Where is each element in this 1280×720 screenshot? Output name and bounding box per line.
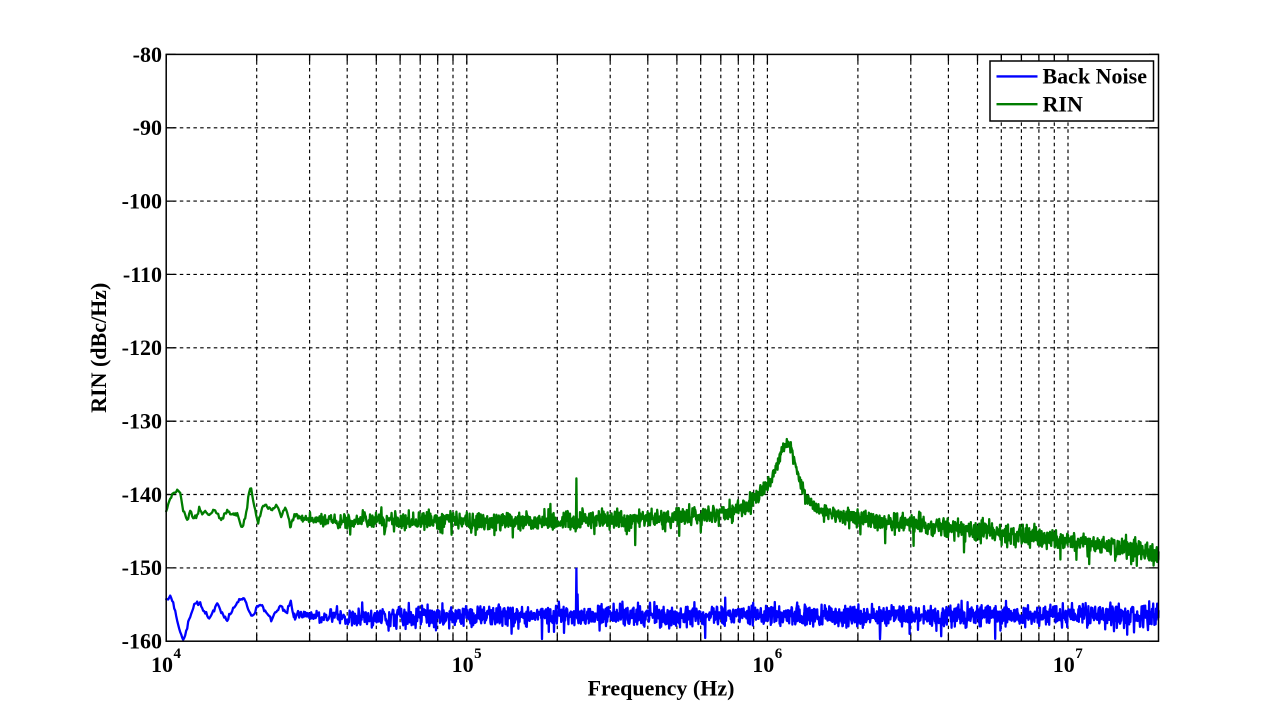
svg-text:-110: -110: [123, 262, 162, 287]
svg-text:10: 10: [1053, 652, 1075, 677]
svg-text:-80: -80: [133, 42, 162, 67]
svg-text:10: 10: [752, 652, 774, 677]
svg-text:4: 4: [174, 646, 182, 662]
svg-text:-90: -90: [133, 115, 162, 140]
svg-text:Frequency (Hz): Frequency (Hz): [588, 676, 735, 701]
svg-text:10: 10: [452, 652, 474, 677]
svg-text:-150: -150: [122, 555, 162, 580]
svg-text:6: 6: [775, 646, 783, 662]
svg-text:-120: -120: [122, 335, 162, 360]
svg-text:5: 5: [474, 646, 482, 662]
svg-text:Back Noise: Back Noise: [1043, 64, 1148, 89]
svg-text:7: 7: [1075, 646, 1083, 662]
svg-text:-100: -100: [122, 189, 162, 214]
svg-text:RIN: RIN: [1043, 91, 1083, 116]
svg-text:-130: -130: [122, 409, 162, 434]
svg-text:RIN (dBc/Hz): RIN (dBc/Hz): [86, 283, 111, 413]
svg-text:10: 10: [151, 652, 173, 677]
svg-text:-160: -160: [122, 629, 162, 654]
svg-text:-140: -140: [122, 482, 162, 507]
